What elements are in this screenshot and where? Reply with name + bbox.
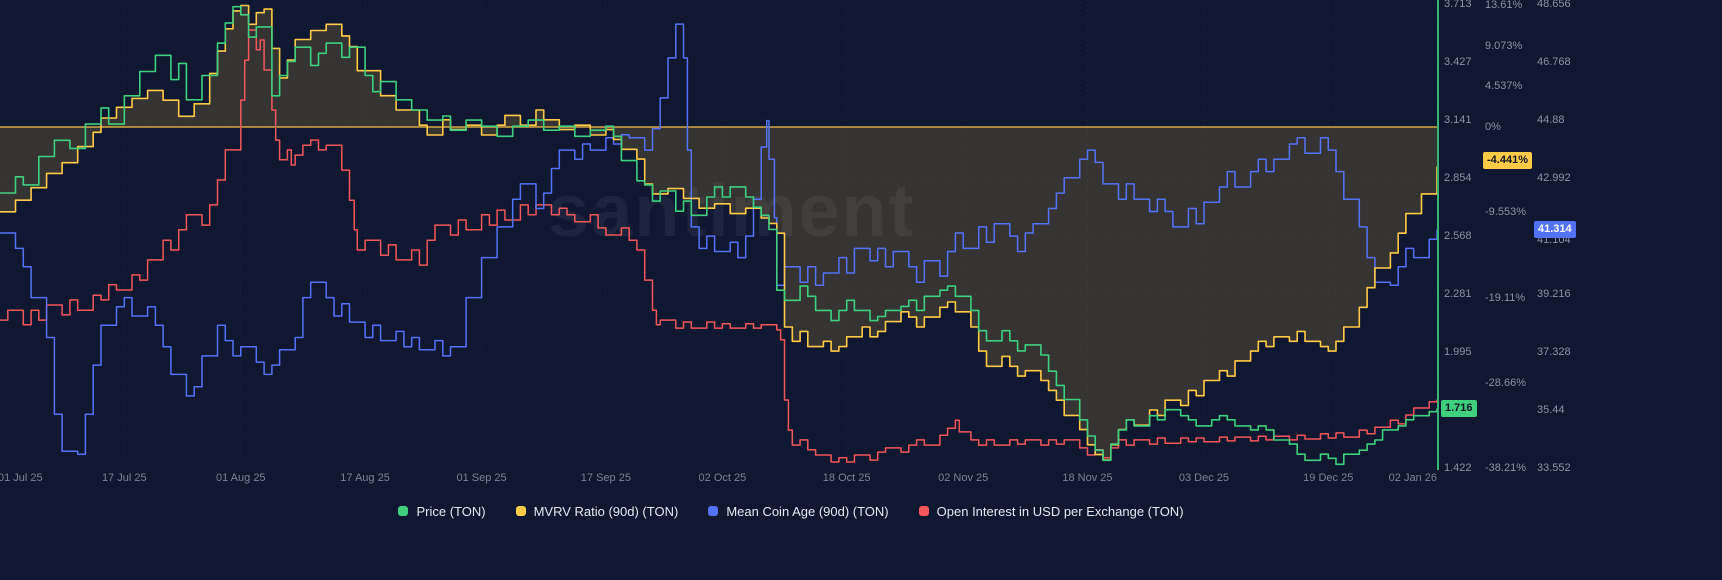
legend-item-label: Mean Coin Age (90d) (TON) (726, 503, 889, 519)
x-axis-date-label: 19 Dec 25 (1303, 472, 1354, 484)
mvrv-swatch-icon (515, 506, 526, 516)
price-axis-tick: 2.854 (1444, 172, 1472, 184)
x-axis-date-label: 02 Jan 26 (1388, 472, 1437, 484)
price-swatch-icon (398, 506, 409, 516)
x-axis-date-label: 18 Oct 25 (822, 472, 871, 484)
price-axis-tick: 3.713 (1444, 0, 1472, 10)
coin_age-swatch-icon (708, 506, 719, 516)
series-line-price (0, 5, 1437, 466)
mvrv-axis-tick: 0% (1485, 121, 1501, 133)
mvrv-axis-tick: -28.66% (1485, 377, 1526, 389)
legend-item-price[interactable]: Price (TON) (398, 503, 486, 519)
price-axis-line (1437, 0, 1439, 470)
price-axis-tick: 2.281 (1444, 288, 1472, 300)
coin_age-axis-tick: 46.768 (1537, 56, 1571, 68)
coin_age-axis-tick: 42.992 (1537, 172, 1571, 184)
mvrv-axis-tick: 13.61% (1485, 0, 1523, 11)
x-axis-date-label: 18 Nov 25 (1062, 472, 1113, 484)
x-axis-date-label: 01 Sep 25 (456, 472, 507, 484)
x-axis-date-label: 03 Dec 25 (1178, 472, 1230, 484)
price-current-value-badge: 1.716 (1441, 400, 1477, 417)
x-axis-labels: 01 Jul 25 17 Jul 25 01 Aug 25 17 Aug 25 01 S… (0, 472, 1445, 490)
x-axis-date-label: 01 Aug 25 (216, 472, 266, 484)
x-axis-date-label: 17 Sep 25 (580, 472, 631, 484)
legend-item-open_interest[interactable]: Open Interest in USD per Exchange (TON) (918, 503, 1184, 519)
chart-plot-area[interactable] (0, 0, 1437, 470)
price-axis-tick: 1.995 (1444, 346, 1472, 358)
series-line-open_interest (0, 29, 1437, 463)
coin_age-axis-tick: 48.656 (1537, 0, 1571, 10)
coin_age-axis-tick: 35.44 (1537, 404, 1565, 416)
x-axis-date-label: 02 Oct 25 (698, 472, 747, 484)
mvrv-axis-tick: -9.553% (1485, 206, 1526, 218)
price-axis-tick: 3.427 (1444, 56, 1472, 68)
chart-canvas[interactable] (0, 0, 1437, 470)
legend-item-label: MVRV Ratio (90d) (TON) (533, 503, 679, 519)
legend-item-coin_age[interactable]: Mean Coin Age (90d) (TON) (708, 503, 889, 519)
mvrv-current-value-badge: -4.441% (1483, 152, 1532, 169)
legend-item-label: Open Interest in USD per Exchange (TON) (936, 503, 1184, 519)
coin_age-axis-tick: 44.88 (1537, 114, 1565, 126)
legend-item-label: Price (TON) (416, 503, 486, 519)
series-line-mvrv (0, 4, 1437, 461)
legend-item-mvrv[interactable]: MVRV Ratio (90d) (TON) (515, 503, 679, 519)
coin_age-axis-tick: 39.216 (1537, 288, 1571, 300)
price-axis-tick: 2.568 (1444, 230, 1472, 242)
x-axis-date-label: 17 Aug 25 (340, 472, 390, 484)
x-axis-date-label: 01 Jul 25 (0, 472, 43, 484)
coin_age-axis-tick: 37.328 (1537, 346, 1571, 358)
legend: Price (TON) MVRV Ratio (90d) (TON) Mean Co… (0, 501, 1582, 521)
x-axis-date-label: 17 Jul 25 (101, 472, 147, 484)
coin_age-axis-tick: 33.552 (1537, 462, 1571, 474)
price-axis-tick: 3.141 (1444, 114, 1472, 126)
x-axis-date-label: 02 Nov 25 (938, 472, 989, 484)
mvrv-axis-ticks: 13.61% 9.073% 4.537% 0% -9.553% -19.11% -28.66… (1485, 0, 1537, 474)
mvrv-axis-tick: 4.537% (1485, 80, 1523, 92)
mvrv-axis-tick: -38.21% (1485, 462, 1526, 474)
open_interest-swatch-icon (918, 506, 929, 516)
mvrv-axis-tick: 9.073% (1485, 40, 1523, 52)
price-axis-ticks: 3.713 3.427 3.141 2.854 2.568 2.281 1.995 1.422 (1444, 0, 1496, 474)
mvrv-fill-area (0, 5, 1437, 460)
mvrv-axis-tick: -19.11% (1485, 292, 1526, 304)
price-axis-tick: 1.422 (1444, 462, 1472, 474)
coin-age-current-value-badge: 41.314 (1534, 221, 1576, 238)
series-line-coin_age (0, 23, 1437, 455)
